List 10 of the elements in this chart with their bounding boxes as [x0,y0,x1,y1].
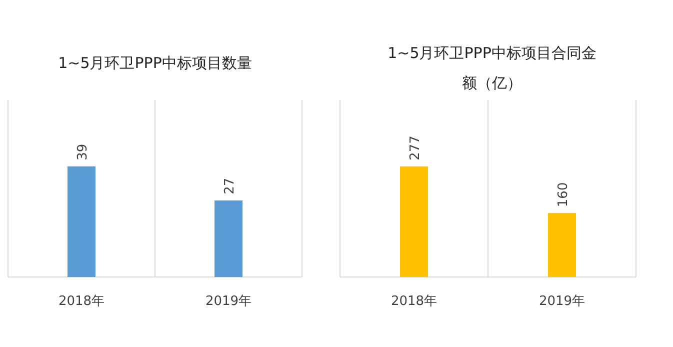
chart-title: 1~5月环卫PPP中标项目合同金额（亿） [388,44,596,92]
x-tick-label: 2019年 [538,294,586,309]
data-label: 27 [222,178,238,194]
data-label: 160 [556,182,571,208]
chart-title: 1~5月环卫PPP中标项目数量 [58,54,252,72]
x-tick-label: 2018年 [390,294,438,309]
data-label: 39 [76,144,90,160]
data-label: 277 [408,136,423,160]
x-tick-label: 2018年 [58,294,105,309]
x-tick-label: 2019年 [205,294,252,309]
